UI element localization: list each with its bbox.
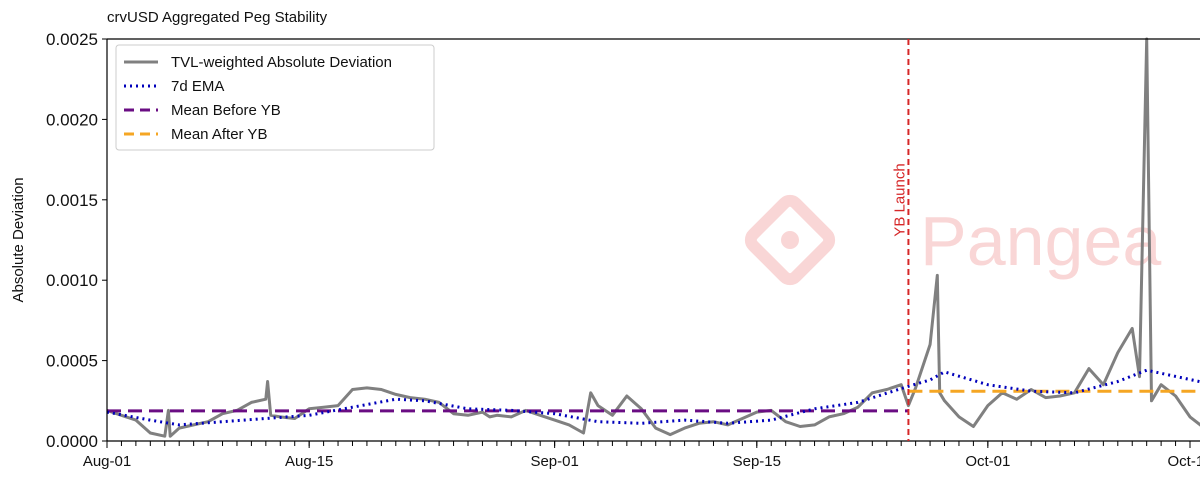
- y-tick-label: 0.0015: [46, 191, 98, 210]
- watermark-text: Pangea: [920, 202, 1161, 280]
- yb-launch-annotation: YB Launch: [891, 39, 910, 441]
- x-tick-label: Sep-15: [733, 453, 781, 470]
- watermark-logo-icon: [744, 194, 836, 286]
- x-tick-label: Oct-15: [1167, 453, 1200, 470]
- legend-label: Mean After YB: [171, 126, 267, 143]
- x-tick-label: Sep-01: [530, 453, 578, 470]
- legend-label: Mean Before YB: [171, 102, 281, 119]
- series-line-7d-ema: [106, 368, 1200, 427]
- x-tick-label: Aug-01: [83, 453, 131, 470]
- watermark: Pangea: [744, 194, 1161, 286]
- y-tick-label: 0.0000: [46, 432, 98, 451]
- y-tick-label: 0.0005: [46, 352, 98, 371]
- x-tick-label: Aug-15: [285, 453, 333, 470]
- legend-label: 7d EMA: [171, 78, 224, 95]
- y-tick-label: 0.0020: [46, 110, 98, 129]
- y-tick-label: 0.0025: [46, 30, 98, 49]
- y-tick-label: 0.0010: [46, 271, 98, 290]
- chart-title: crvUSD Aggregated Peg Stability: [107, 9, 328, 26]
- legend: TVL-weighted Absolute Deviation 7d EMA Mea…: [115, 44, 435, 151]
- legend-label: TVL-weighted Absolute Deviation: [171, 54, 392, 71]
- x-tick-label: Oct-01: [965, 453, 1010, 470]
- yb-launch-label: YB Launch: [891, 163, 908, 236]
- y-axis-label: Absolute Deviation: [10, 177, 27, 302]
